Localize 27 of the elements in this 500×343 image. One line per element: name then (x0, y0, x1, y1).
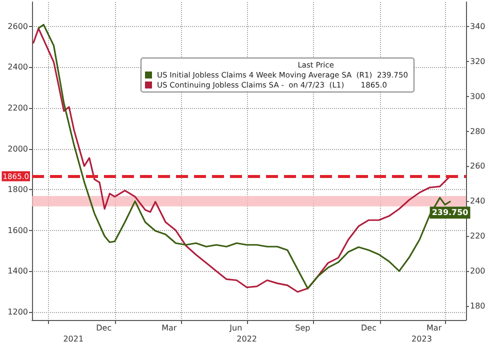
y-tick-label: 2600 (8, 22, 28, 31)
y-tick-label: 1200 (8, 307, 28, 316)
x-tick-label: Dec (96, 324, 112, 332)
y-tick-label: 2400 (8, 62, 28, 72)
y-tick-label: 2000 (8, 144, 28, 154)
x-tick-label: Mar (162, 324, 178, 332)
data-label: 239.750 (432, 208, 469, 218)
y2-tick-label: 280 (470, 126, 486, 136)
x-tick-label: Mar (426, 324, 442, 332)
x2-tick-label: 2021 (63, 334, 84, 343)
y-tick-label: 1800 (8, 185, 28, 194)
y-tick-label: 2200 (8, 104, 28, 112)
y2-tick-label: 200 (470, 266, 486, 276)
y-tick-label: 1600 (8, 226, 28, 235)
x-tick-label: Dec (361, 324, 376, 332)
y-tick-label: 1400 (8, 266, 28, 276)
y2-tick-label: 260 (470, 162, 486, 171)
y2-tick-label: 320 (470, 56, 486, 66)
x2-tick-label: 2022 (236, 334, 257, 343)
x2-tick-label: 2023 (412, 334, 432, 343)
y2-tick-label: 220 (470, 232, 486, 241)
y2-tick-label: 300 (470, 92, 486, 101)
x-tick-label: Jun (228, 324, 242, 332)
x-tick-label: Sep (295, 324, 310, 332)
y2-tick-label: 180 (470, 302, 486, 311)
y2-tick-label: 340 (470, 22, 486, 31)
y2-tick-label: 240 (470, 196, 486, 206)
